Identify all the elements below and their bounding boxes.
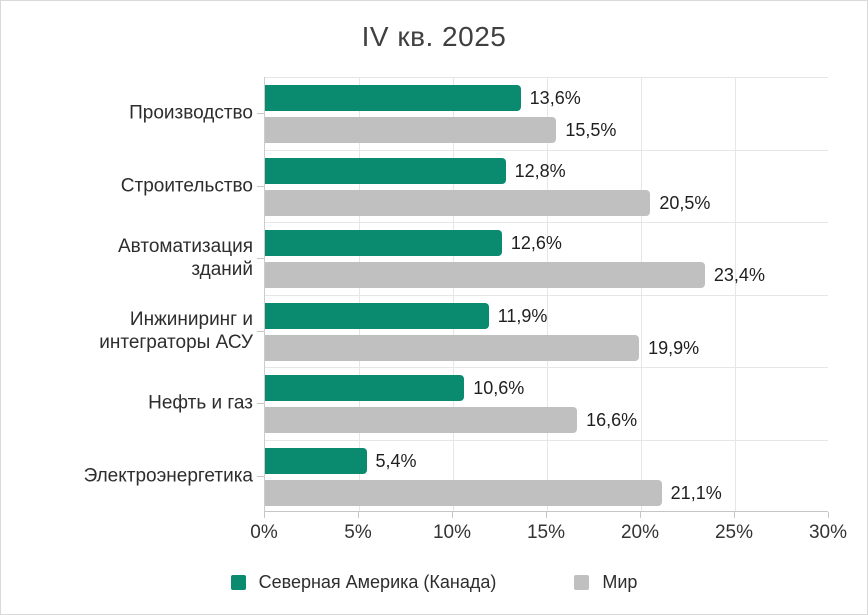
x-axis-tick-label: 25% — [714, 522, 754, 543]
legend: Северная Америка (Канада) Мир — [1, 572, 867, 593]
category-axis-tick — [257, 113, 264, 114]
bar-world — [265, 407, 578, 433]
gridline-vertical — [453, 77, 454, 511]
bar-world — [265, 479, 662, 506]
x-axis-tick-label: 10% — [432, 522, 472, 543]
value-label: 13,6% — [529, 88, 581, 108]
plot-area: 13,6% 12,8% 12,6% 11,9% 10,6% 5,4% 15,5% 20,5% 2… — [264, 77, 828, 512]
category-axis-tick — [257, 403, 264, 404]
bar-north-america — [265, 230, 502, 256]
legend-item: Мир — [574, 572, 637, 593]
bar-north-america — [265, 157, 506, 184]
value-label: 12,6% — [510, 233, 562, 253]
x-axis-tick — [546, 512, 547, 518]
category-label: Электроэнергетика — [83, 465, 253, 487]
gridline-horizontal — [265, 77, 828, 78]
value-label: 11,9% — [497, 305, 548, 326]
x-axis-tick — [734, 512, 735, 518]
gridline-vertical — [735, 77, 736, 511]
category-label: Автоматизация зданий — [118, 236, 253, 281]
gridline-vertical — [359, 77, 360, 511]
category-axis-tick — [257, 476, 264, 477]
bar-world — [265, 334, 640, 361]
bar-north-america — [265, 302, 489, 329]
gridline-horizontal — [265, 222, 828, 223]
gridline-vertical — [641, 77, 642, 511]
gridline-vertical — [547, 77, 548, 511]
x-axis-tick-label: 0% — [250, 522, 278, 543]
x-axis-tick — [640, 512, 641, 518]
value-label: 21,1% — [670, 482, 722, 503]
category-label: Инжиниринг и интеграторы АСУ — [99, 308, 253, 353]
gridline-horizontal — [265, 367, 828, 368]
value-label: 15,5% — [565, 120, 617, 140]
gridline-horizontal — [265, 439, 828, 441]
value-label: 12,8% — [514, 160, 566, 181]
x-axis-tick-label: 30% — [808, 522, 848, 543]
x-axis-tick-label: 5% — [344, 522, 372, 543]
category-label: Строительство — [120, 175, 253, 197]
bar-world — [265, 117, 557, 143]
x-axis-tick-label: 20% — [620, 522, 660, 543]
value-label: 19,9% — [648, 337, 700, 358]
legend-label: Северная Америка (Канада) — [258, 572, 497, 592]
bar-world — [265, 189, 651, 216]
legend-swatch — [230, 575, 246, 590]
value-label: 20,5% — [659, 192, 711, 213]
value-label: 5,4% — [375, 450, 417, 471]
gridline-horizontal — [265, 294, 828, 296]
x-axis-tick-label: 15% — [526, 522, 566, 543]
category-axis-tick — [257, 331, 264, 332]
x-axis-tick — [828, 512, 829, 518]
chart-title: IV кв. 2025 — [361, 21, 507, 52]
value-label: 10,6% — [473, 378, 525, 398]
category-label: Производство — [129, 102, 253, 124]
bar-north-america — [265, 85, 521, 111]
gridline-horizontal — [265, 149, 828, 151]
legend-label: Мир — [602, 572, 638, 592]
category-label: Нефть и газ — [148, 392, 253, 414]
bar-north-america — [265, 447, 367, 474]
value-label: 16,6% — [586, 410, 638, 430]
bar-north-america — [265, 375, 465, 401]
bar-world — [265, 262, 705, 288]
category-axis-tick — [257, 186, 264, 187]
x-axis-tick — [452, 512, 453, 518]
category-axis-tick — [257, 258, 264, 259]
x-axis-tick — [264, 512, 265, 518]
x-axis-tick — [358, 512, 359, 518]
legend-item: Северная Америка (Канада) — [230, 572, 497, 593]
value-label: 23,4% — [713, 265, 765, 285]
legend-swatch — [574, 575, 590, 590]
